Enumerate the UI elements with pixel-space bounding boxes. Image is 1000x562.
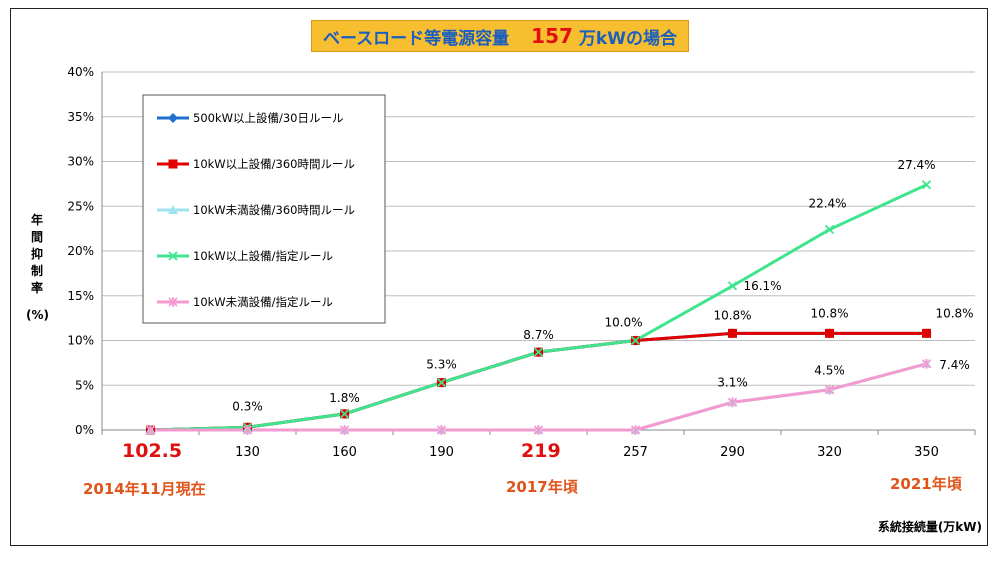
- y-axis-unit: (%): [26, 308, 49, 322]
- x-tick-label: 350: [914, 445, 939, 460]
- annotation-date-now: 2014年11月現在: [83, 480, 206, 498]
- annotation-date-mid: 2017年頃: [506, 478, 578, 496]
- series-line: [150, 362, 927, 432]
- data-label: 27.4%: [897, 158, 935, 172]
- legend-marker: [168, 251, 178, 261]
- data-point: [242, 425, 253, 435]
- legend-marker: [168, 297, 178, 307]
- data-point: [921, 180, 932, 190]
- y-axis-label-char: 間: [30, 230, 43, 244]
- legend-marker: [168, 159, 178, 169]
- annotation-x-first: 102.5: [122, 440, 183, 462]
- data-point: [922, 328, 931, 338]
- chart-title-value: 157: [531, 24, 573, 48]
- y-tick-label: 10%: [67, 334, 94, 348]
- data-label: 22.4%: [808, 197, 846, 211]
- data-label: 1.8%: [329, 391, 360, 405]
- data-point: [533, 347, 544, 357]
- x-axis-label: 系統接続量(万kW): [877, 520, 982, 534]
- data-point: [339, 425, 350, 435]
- y-tick-label: 25%: [67, 199, 94, 213]
- data-label: 8.7%: [523, 328, 554, 342]
- data-point: [630, 425, 641, 435]
- data-point: [825, 328, 834, 338]
- legend-entry: 10kW以上設備/360時間ルール: [193, 157, 355, 171]
- annotation-x-mid: 219: [521, 440, 561, 462]
- data-label: 7.4%: [939, 358, 970, 372]
- legend-entry: 500kW以上設備/30日ルール: [193, 111, 344, 125]
- x-tick-label: 290: [720, 445, 745, 460]
- data-label: 10.0%: [604, 316, 642, 330]
- y-tick-label: 40%: [67, 65, 94, 79]
- y-axis-label-char: 年: [30, 213, 43, 227]
- x-tick-label: 320: [817, 445, 842, 460]
- legend-marker: [168, 205, 178, 214]
- chart-title-unit: 万kWの場合: [578, 28, 677, 49]
- x-tick-label: 160: [332, 445, 357, 460]
- y-tick-label: 30%: [67, 155, 94, 169]
- y-tick-label: 5%: [75, 378, 94, 392]
- data-label: 10.8%: [713, 308, 751, 322]
- data-point: [630, 335, 641, 346]
- x-tick-label: 190: [429, 445, 454, 460]
- data-point: [533, 425, 544, 435]
- annotation-date-end: 2021年頃: [890, 475, 962, 493]
- data-point: [727, 281, 738, 291]
- data-point: [436, 377, 447, 388]
- data-point: [727, 397, 738, 408]
- data-point: [436, 425, 447, 435]
- legend-entry: 10kW以上設備/指定ルール: [193, 249, 333, 263]
- series-line: [150, 362, 927, 432]
- data-point: [921, 358, 932, 369]
- data-point: [824, 384, 835, 395]
- y-axis-label-char: 率: [30, 281, 43, 295]
- data-label: 10.8%: [935, 306, 973, 320]
- data-label: 3.1%: [717, 375, 748, 389]
- y-axis-label: 年 間 抑 制 率 (%): [26, 212, 49, 324]
- data-point: [339, 409, 350, 419]
- x-tick-label: 257: [623, 445, 648, 460]
- data-label: 0.3%: [232, 399, 263, 413]
- data-label: 4.5%: [814, 364, 845, 378]
- data-label: 10.8%: [810, 306, 848, 320]
- data-label: 16.1%: [743, 279, 781, 293]
- legend-entry: 10kW未満設備/360時間ルール: [193, 203, 355, 217]
- y-tick-label: 35%: [67, 110, 94, 124]
- legend-entry: 10kW未満設備/指定ルール: [193, 295, 333, 309]
- data-point: [728, 328, 737, 338]
- data-label: 5.3%: [426, 358, 457, 372]
- x-tick-label: 130: [235, 445, 260, 460]
- y-axis-label-char: 制: [30, 264, 43, 278]
- data-point: [145, 425, 156, 435]
- y-tick-label: 0%: [75, 423, 94, 437]
- legend-marker: [168, 113, 178, 123]
- y-tick-label: 20%: [67, 244, 94, 258]
- chart-title-text: ベースロード等電源容量: [323, 28, 510, 49]
- chart-title: ベースロード等電源容量 157 万kWの場合: [311, 20, 689, 52]
- y-axis-label-char: 抑: [30, 247, 43, 261]
- data-point: [824, 224, 835, 235]
- y-tick-label: 15%: [67, 289, 94, 303]
